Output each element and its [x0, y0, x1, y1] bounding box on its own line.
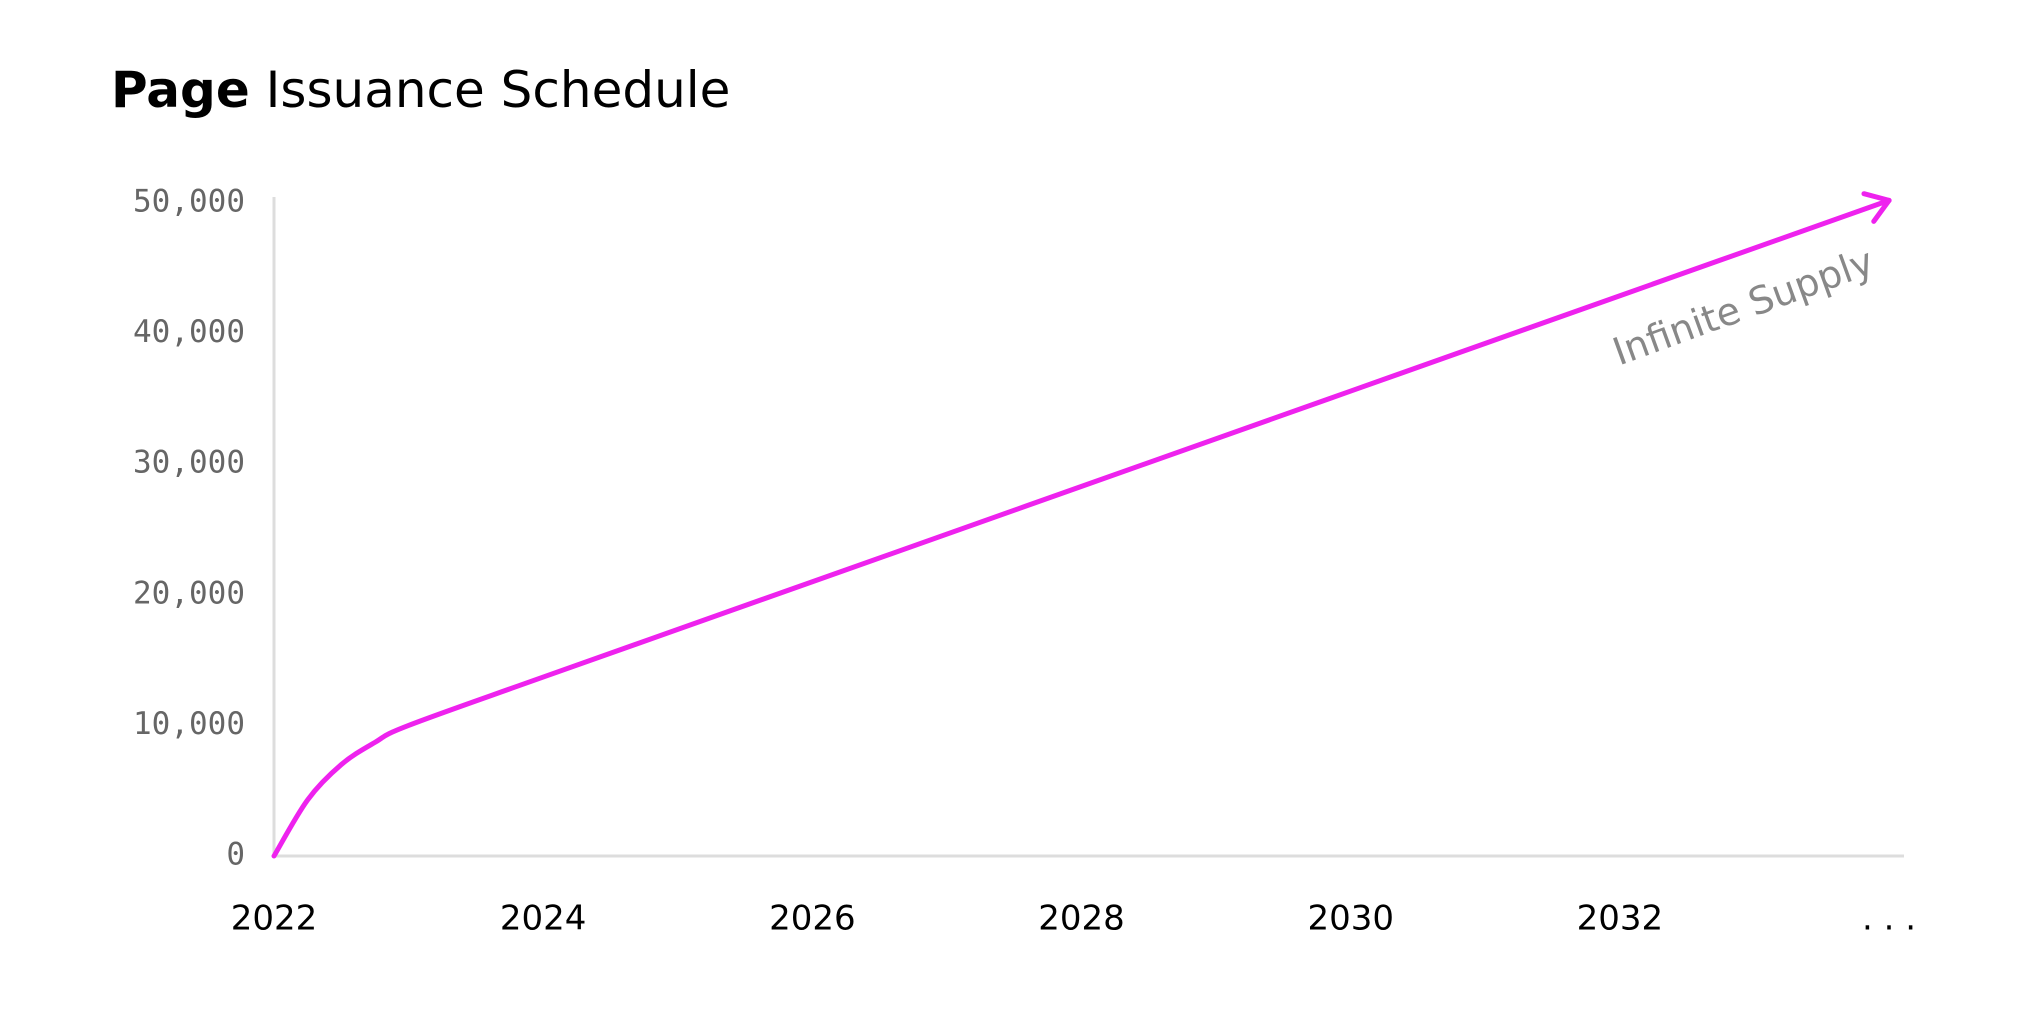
title-emphasis: Page — [111, 61, 250, 119]
x-tick-label: 2026 — [769, 899, 856, 939]
x-tick-label: 2032 — [1577, 899, 1664, 939]
arrow-head — [1861, 191, 1892, 203]
x-tick-label: . . . — [1862, 899, 1916, 939]
annotation: Infinite Supply — [1607, 239, 1879, 374]
y-tick-label: 40,000 — [133, 314, 245, 350]
title-rest: Issuance Schedule — [266, 61, 731, 119]
y-tick-label: 20,000 — [133, 575, 245, 611]
x-tick-label: 2030 — [1307, 899, 1394, 939]
x-tick-label: 2024 — [500, 899, 587, 939]
y-tick-label: 50,000 — [133, 184, 245, 220]
series-line — [271, 197, 1892, 859]
y-tick-label: 10,000 — [133, 706, 245, 742]
y-tick-label: 0 — [226, 837, 245, 873]
y-tick-label: 30,000 — [133, 445, 245, 481]
x-tick-label: 2022 — [231, 899, 318, 939]
x-tick-label: 2028 — [1038, 899, 1125, 939]
chart-title: Page Issuance Schedule — [111, 61, 730, 119]
arrow-head — [1871, 197, 1892, 224]
